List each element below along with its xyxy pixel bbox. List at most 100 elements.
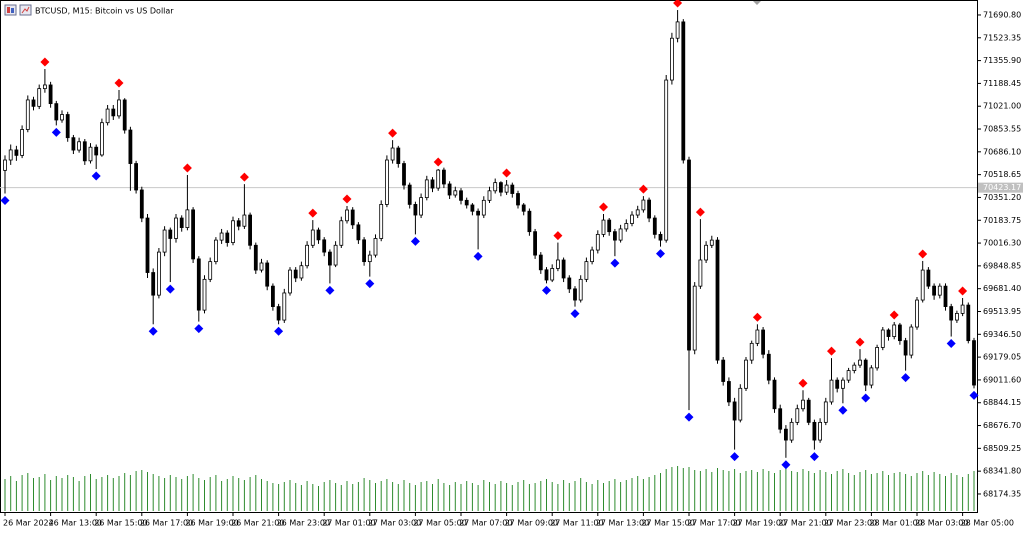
x-tick-label: 27 Mar 07:00: [459, 519, 512, 528]
candle-body: [453, 190, 458, 196]
candle-body: [801, 399, 805, 410]
candle-body: [305, 244, 310, 267]
fractal-up: [342, 194, 352, 204]
fractal-up: [855, 337, 865, 347]
candle-body: [829, 379, 834, 403]
candle-body: [635, 209, 640, 216]
candle-body: [345, 209, 349, 222]
candle-body: [698, 259, 703, 287]
y-tick-label: 71523.35: [983, 33, 1021, 42]
fractal-down: [51, 127, 61, 137]
candle-body: [82, 141, 87, 162]
candle-body: [852, 364, 857, 372]
candle-body: [242, 214, 247, 227]
candle-body: [772, 379, 777, 410]
fractal-down: [946, 339, 956, 349]
candle-body: [664, 79, 669, 241]
y-tick-label: 69011.60: [983, 375, 1021, 384]
candle-body: [670, 37, 674, 81]
candle-body: [937, 285, 942, 296]
x-tick-label: 28 Mar 03:00: [915, 519, 968, 528]
fractal-down: [570, 309, 580, 319]
candle-body: [316, 229, 321, 241]
x-tick-label: 27 Mar 05:00: [413, 519, 466, 528]
x-tick-label: 27 Mar 11:00: [550, 519, 603, 528]
candle-body: [886, 329, 891, 337]
candle-body: [550, 268, 555, 281]
fractal-down: [969, 390, 979, 400]
candle-body: [538, 254, 543, 271]
fractal-down: [148, 326, 158, 336]
x-tick-label: 27 Mar 15:00: [641, 519, 694, 528]
window-icons: [4, 4, 32, 16]
candle-body: [841, 379, 845, 389]
candle-body: [333, 244, 338, 266]
fractal-up: [827, 346, 836, 356]
fractal-up: [673, 0, 683, 8]
candle-body: [578, 278, 583, 301]
candle-body: [379, 204, 384, 239]
candle-body: [436, 169, 441, 189]
candle-body: [915, 299, 919, 328]
fractal-down: [473, 251, 483, 261]
candle-body: [196, 258, 201, 311]
y-tick-label: 71021.00: [983, 102, 1021, 111]
candle-body: [898, 324, 902, 342]
candle-body: [590, 249, 594, 263]
candle-body: [630, 214, 634, 224]
candle-body: [641, 199, 646, 211]
candle-body: [162, 229, 167, 253]
candle-body: [652, 217, 657, 235]
candle-body: [709, 239, 714, 246]
y-tick-label: 70351.20: [983, 193, 1021, 202]
y-tick-label: 70183.75: [983, 216, 1021, 225]
candle-body: [94, 146, 99, 156]
candle-body: [356, 224, 361, 241]
x-tick-label: 27 Mar 21:00: [778, 519, 831, 528]
candle-body: [270, 285, 275, 307]
candle-body: [687, 159, 691, 351]
candle-body: [219, 232, 224, 241]
candle-body: [966, 304, 971, 342]
icon: [7, 7, 10, 13]
candle-body: [704, 244, 708, 261]
candle-body: [618, 228, 623, 241]
candle-body: [601, 219, 606, 235]
fractal-up: [388, 128, 398, 138]
candle-body: [367, 254, 372, 263]
x-tick-label: 26 Mar 21:00: [231, 519, 284, 528]
candle-body: [282, 292, 287, 321]
candle-body: [419, 197, 424, 216]
y-tick-label: 69513.95: [983, 307, 1021, 316]
candle-body: [48, 84, 53, 105]
icon: [4, 4, 17, 16]
fractal-down: [730, 452, 740, 462]
candle-body: [510, 184, 515, 194]
x-tick-label: 26 Mar 2024: [3, 519, 54, 528]
candle-body: [310, 229, 315, 246]
candle-body: [818, 421, 822, 441]
candle-body: [784, 428, 788, 441]
candle-body: [464, 199, 469, 206]
candle-body: [373, 238, 378, 256]
candle-body: [972, 340, 976, 386]
candle-body: [25, 99, 30, 130]
candle-body: [122, 99, 127, 131]
candle-body: [156, 251, 161, 296]
fractal-down: [91, 171, 101, 181]
y-tick-label: 70016.30: [983, 239, 1021, 248]
x-tick-label: 27 Mar 19:00: [733, 519, 786, 528]
candle-body: [721, 359, 726, 382]
candle-body: [493, 182, 498, 192]
candle-body: [71, 137, 76, 151]
candle-body: [892, 324, 897, 337]
fractal-up: [798, 378, 808, 388]
candle-body: [413, 204, 418, 216]
y-tick-label: 69848.85: [983, 261, 1021, 270]
candle-body: [806, 399, 811, 423]
candle-body: [447, 183, 452, 196]
candle-body: [322, 239, 327, 253]
candle-body: [407, 184, 412, 205]
candle-body: [225, 232, 230, 243]
